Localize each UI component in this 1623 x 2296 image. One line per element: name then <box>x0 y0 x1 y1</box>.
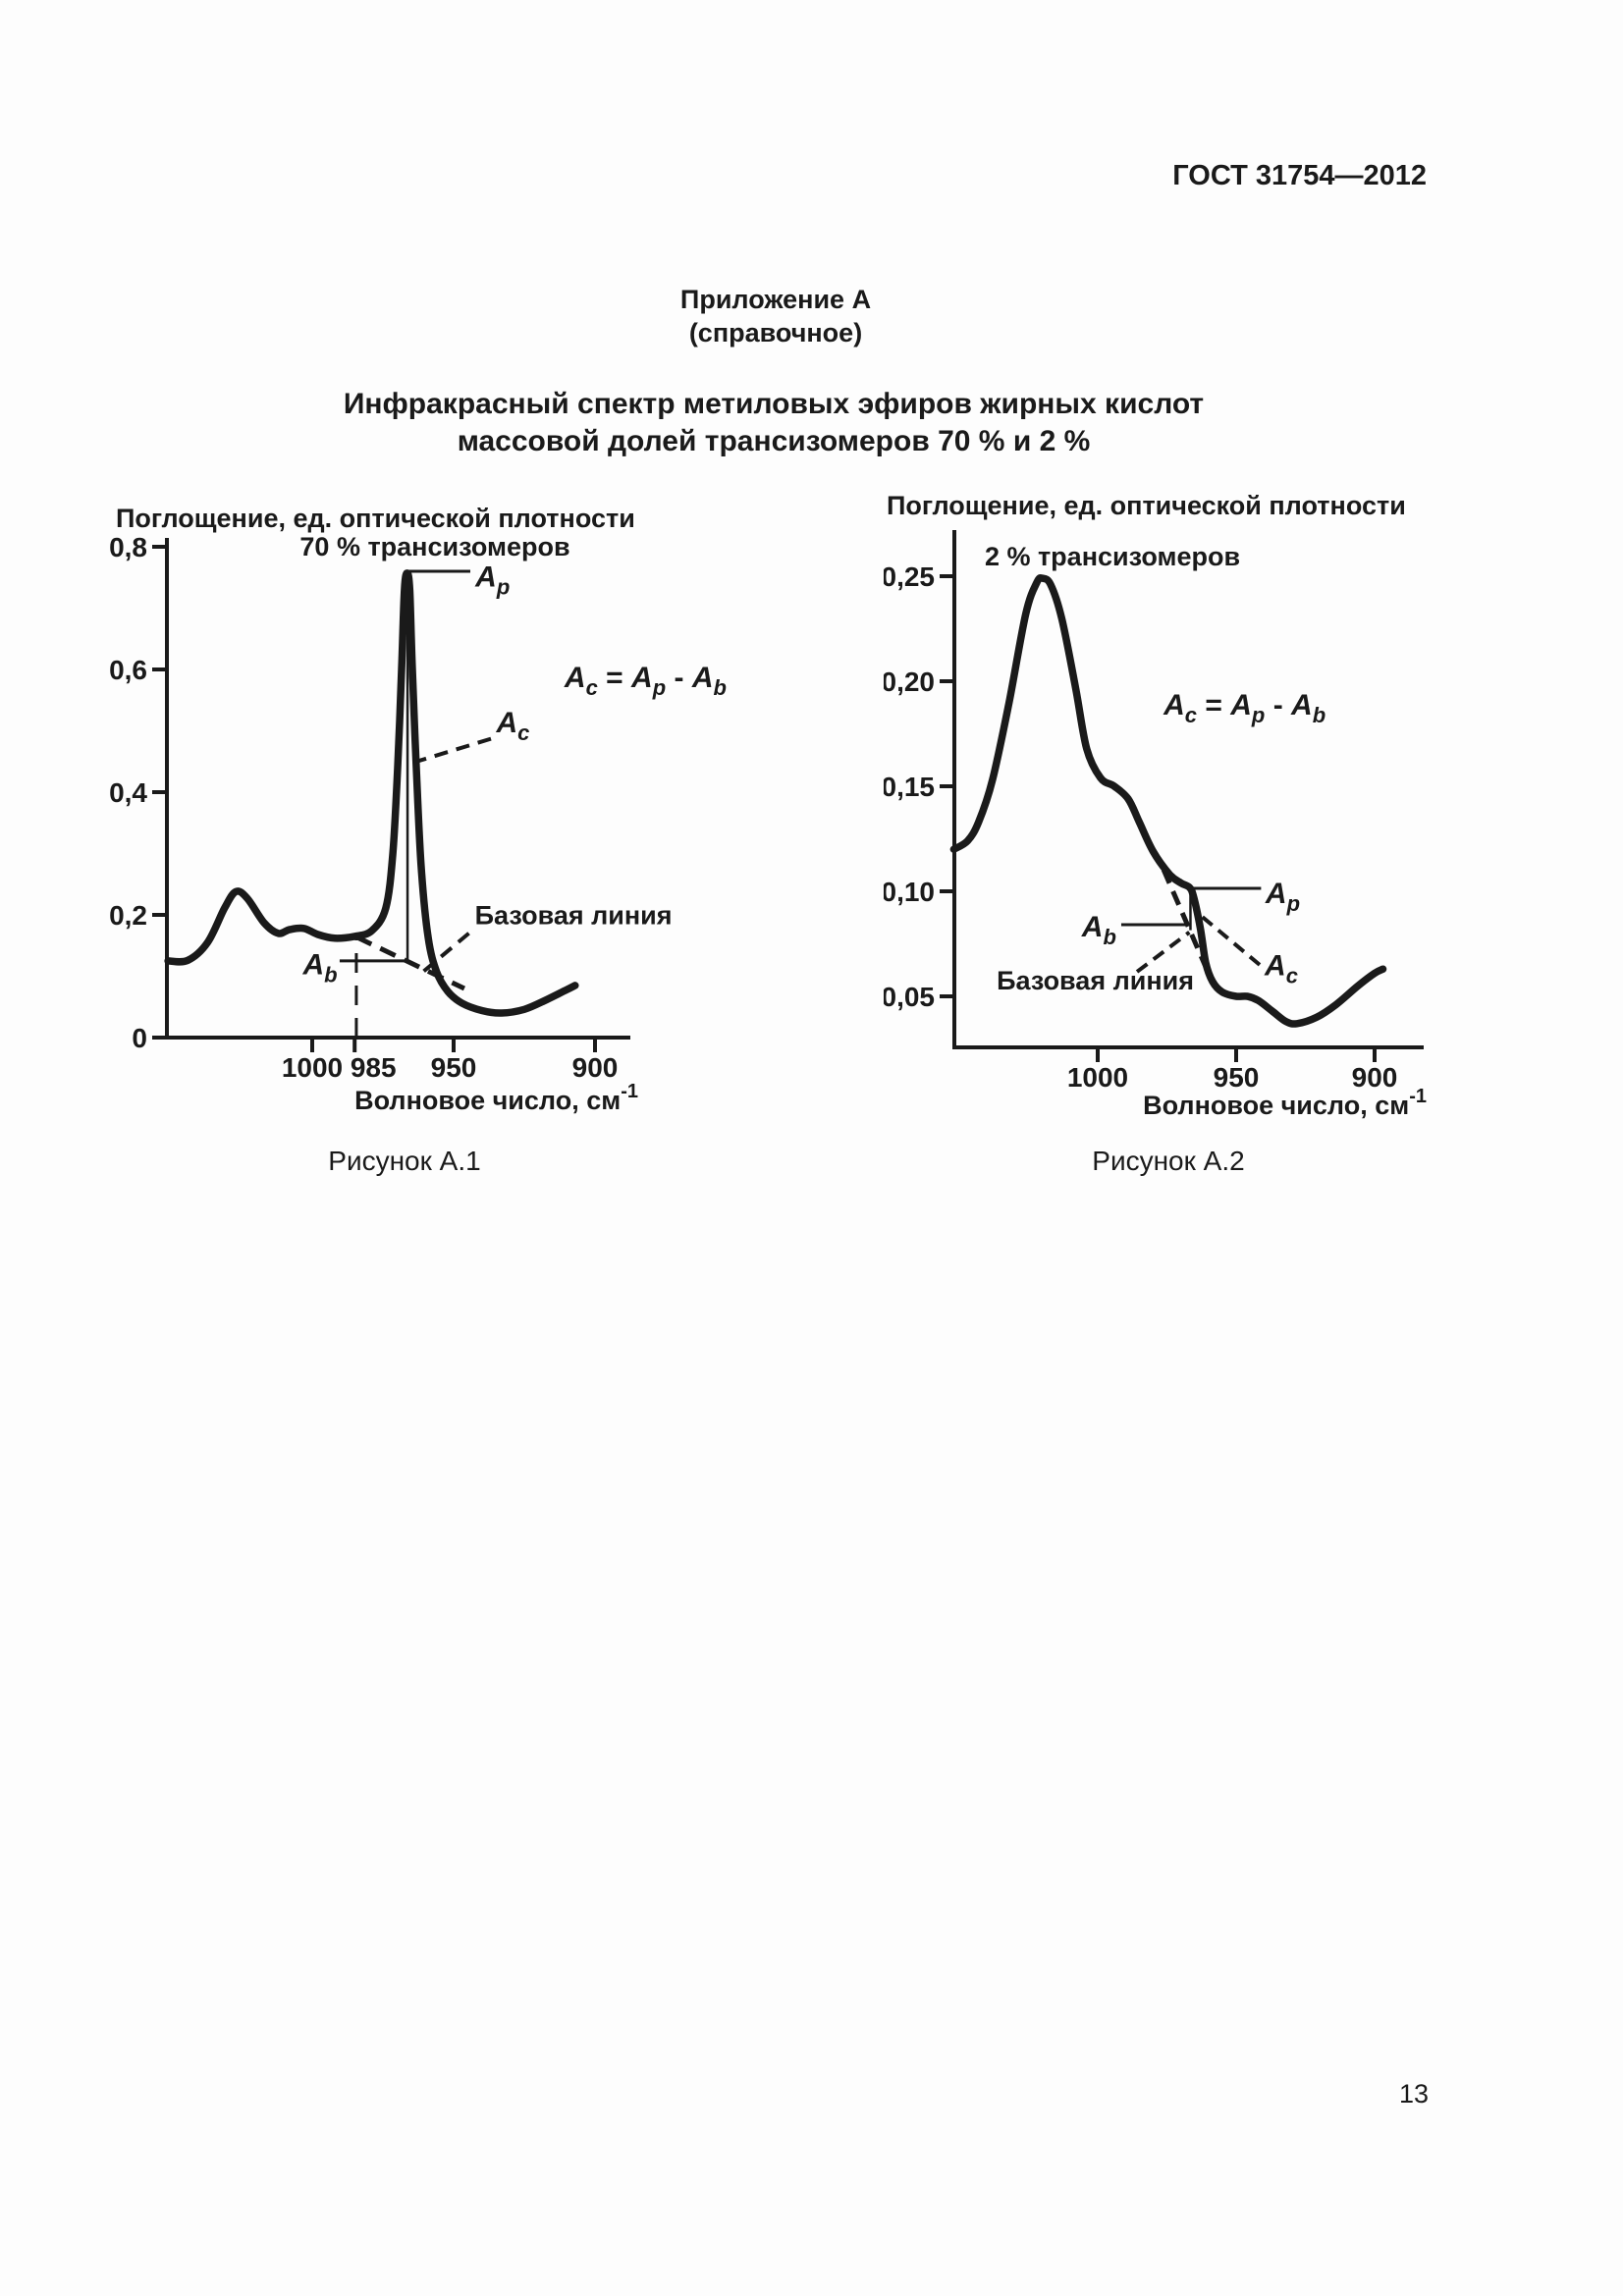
x-tick-label: 950 <box>431 1052 477 1083</box>
annotation-baseline-label: Базовая линия <box>475 900 673 930</box>
y-tick-label: 0,15 <box>884 772 935 802</box>
document-number: ГОСТ 31754—2012 <box>1172 160 1427 191</box>
y-tick-label: 0,10 <box>884 877 935 907</box>
x-tick-label: 900 <box>1352 1062 1398 1093</box>
annotation-ac-pointer <box>1195 910 1262 967</box>
y-axis-title-figure-a1: Поглощение, ед. оптической плотности <box>116 504 635 533</box>
x-tick-label: 1000 <box>282 1052 343 1083</box>
annotation-ac-pointer <box>407 736 492 767</box>
annotation-formula: Ac = Ap - Ab <box>1163 689 1325 727</box>
spectrum-curve <box>164 569 579 1017</box>
annotation-baseline-label: Базовая линия <box>997 966 1194 995</box>
annotation-formula: Ac = Ap - Ab <box>564 662 727 700</box>
annotation-baseline-pointer <box>1135 931 1191 974</box>
x-tick-label: 985 <box>351 1052 397 1083</box>
annotation-ap-label: Ap <box>474 561 510 600</box>
annotation-baseline <box>1161 868 1209 969</box>
annotation-baseline-pointer <box>422 932 470 974</box>
x-tick-label: 1000 <box>1067 1062 1128 1093</box>
y-tick-label: 0,2 <box>109 900 147 931</box>
x-axis-title: Волновое число, см-1 <box>354 1081 638 1115</box>
y-tick-label: 0,20 <box>884 667 935 697</box>
annotation-ac-label: Ac <box>1264 950 1298 988</box>
annotation-ab-label: Ab <box>302 949 338 988</box>
appendix-heading: Приложение А (справочное) <box>481 283 1070 349</box>
appendix-subtitle: (справочное) <box>688 318 863 347</box>
annotation-series-title: 70 % трансизомеров <box>299 532 569 561</box>
y-tick-label: 0,25 <box>884 561 935 592</box>
annotation-series-title: 2 % трансизомеров <box>985 542 1240 571</box>
annotation-ap-label: Ap <box>1265 878 1300 916</box>
x-tick-label: 950 <box>1214 1062 1260 1093</box>
y-axis-title-figure-a2: Поглощение, ед. оптической плотности <box>887 491 1406 520</box>
y-tick-label: 0,05 <box>884 982 935 1012</box>
y-tick-label: 0,4 <box>109 777 147 808</box>
annotation-ac-label: Ac <box>495 707 529 745</box>
figure-a2-caption: Рисунок А.2 <box>1092 1146 1245 1176</box>
appendix-title: Приложение А <box>679 285 872 314</box>
annotation-ab-label: Ab <box>1081 911 1116 949</box>
y-tick-label: 0 <box>132 1023 147 1053</box>
figure-a1-caption: Рисунок А.1 <box>328 1146 481 1176</box>
spectrum-curve <box>949 574 1387 1028</box>
y-tick-label: 0,6 <box>109 655 147 685</box>
figure-group-title-line2: массовой долей трансизомеров 70 % и 2 % <box>457 425 1091 457</box>
annotation-baseline <box>354 934 466 991</box>
figure-group-title-line1: Инфракрасный спектр метиловых эфиров жир… <box>343 388 1205 420</box>
page-number: 13 <box>1398 2079 1429 2109</box>
y-tick-label: 0,8 <box>109 532 147 562</box>
x-tick-label: 900 <box>572 1052 619 1083</box>
axis-lines <box>952 530 1424 1049</box>
x-axis-title: Волновое число, см-1 <box>1143 1086 1427 1120</box>
figure-group-title: Инфракрасный спектр метиловых эфиров жир… <box>332 386 1216 460</box>
